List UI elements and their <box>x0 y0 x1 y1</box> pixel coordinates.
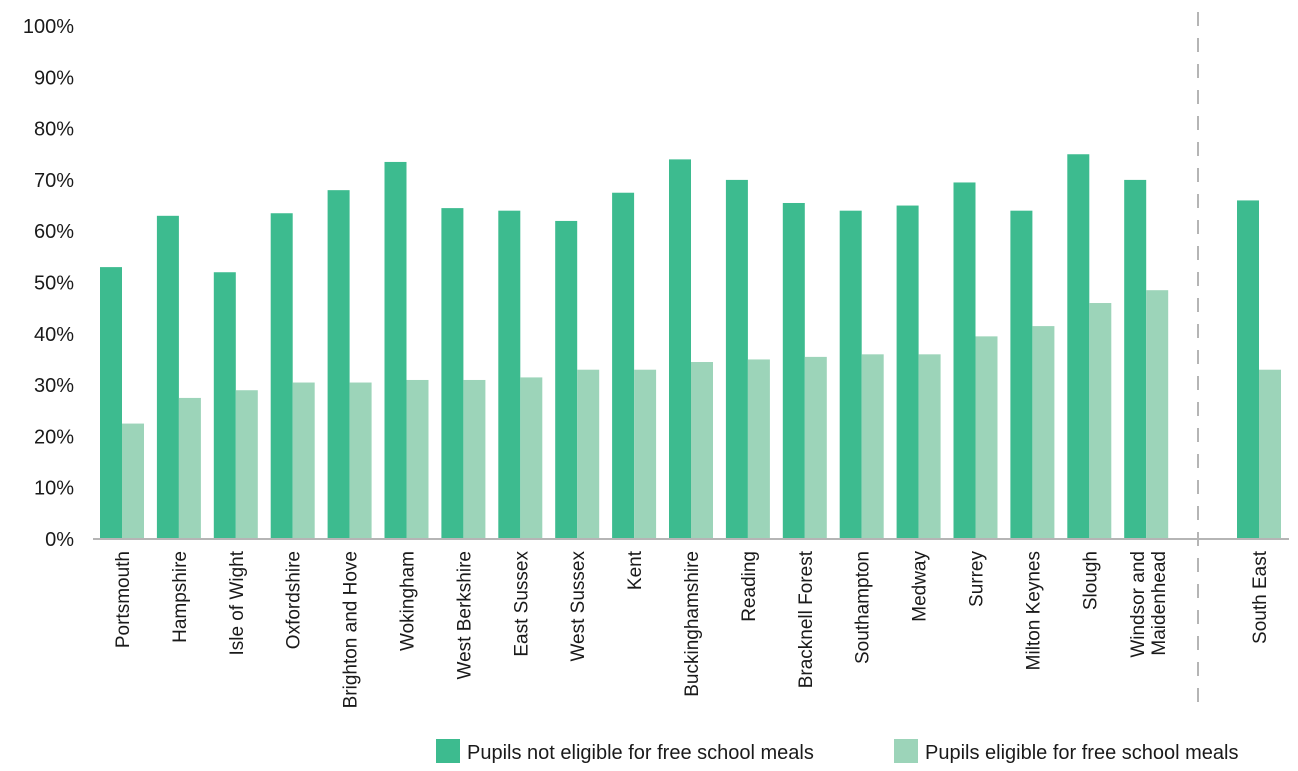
y-tick-label: 70% <box>34 170 74 192</box>
bar-eligible-hampshire <box>178 397 201 539</box>
bar-not-eligible-south-east <box>1237 200 1259 540</box>
bar-not-eligible-west-berkshire <box>441 208 464 540</box>
x-tick-label-east-sussex: East Sussex <box>511 551 532 657</box>
bar-not-eligible-surrey <box>953 182 976 539</box>
bar-eligible-south-east <box>1259 369 1281 539</box>
bar-eligible-medway <box>918 354 941 539</box>
legend-swatch-not-eligible <box>436 739 460 763</box>
bar-eligible-slough <box>1089 303 1112 539</box>
bar-not-eligible-oxfordshire <box>270 213 293 539</box>
x-tick-label-buckinghamshire: Buckinghamshire <box>682 551 703 697</box>
bar-not-eligible-west-sussex <box>555 220 578 539</box>
y-tick-label: 10% <box>34 478 74 500</box>
x-tick-label-surrey: Surrey <box>967 551 988 607</box>
bar-not-eligible-windsor-and-maidenhead <box>1124 179 1147 539</box>
legend: Pupils not eligible for free school meal… <box>436 739 1239 764</box>
bar-not-eligible-brighton-and-hove <box>327 190 350 539</box>
y-tick-label: 90% <box>34 67 74 89</box>
y-tick-label: 0% <box>45 529 74 551</box>
y-tick-label: 20% <box>34 426 74 448</box>
y-tick-label: 30% <box>34 375 74 397</box>
x-tick-label-hampshire: Hampshire <box>170 551 191 643</box>
x-axis: Portsmouth Hampshire Isle of Wight Oxfordsh… <box>93 12 1289 708</box>
bar-eligible-oxfordshire <box>292 382 315 539</box>
bar-not-eligible-isle-of-wight <box>213 272 236 539</box>
x-tick-label-southampton: Southampton <box>853 551 874 664</box>
bar-eligible-isle-of-wight <box>235 390 258 539</box>
bar-not-eligible-east-sussex <box>498 210 521 539</box>
bar-eligible-wokingham <box>406 379 429 539</box>
bars <box>100 154 1281 540</box>
bar-not-eligible-portsmouth <box>100 267 122 539</box>
y-tick-label: 100% <box>23 16 74 38</box>
x-tick-label-isle-of-wight: Isle of Wight <box>227 550 248 655</box>
bar-eligible-west-berkshire <box>463 379 486 539</box>
bar-eligible-portsmouth <box>122 423 144 539</box>
bar-eligible-east-sussex <box>520 377 543 539</box>
x-tick-label-west-berkshire: West Berkshire <box>454 551 475 679</box>
bar-not-eligible-bracknell-forest <box>782 202 805 540</box>
x-tick-label-medway: Medway <box>910 551 931 622</box>
bar-not-eligible-reading <box>725 179 748 539</box>
bar-eligible-windsor-and-maidenhead <box>1146 290 1169 539</box>
x-tick-label-brighton-and-hove: Brighton and Hove <box>341 551 362 708</box>
y-tick-label: 80% <box>34 119 74 141</box>
bar-eligible-kent <box>634 369 657 539</box>
x-tick-label-portsmouth: Portsmouth <box>113 551 134 648</box>
bar-eligible-buckinghamshire <box>691 362 713 539</box>
x-tick-label-kent: Kent <box>625 550 646 590</box>
bar-not-eligible-southampton <box>839 210 862 539</box>
x-tick-label-west-sussex: West Sussex <box>568 551 589 662</box>
y-axis: 0% 10% 20% 30% 40% 50% 60% 70% 80% 90% 100% <box>23 16 74 551</box>
bar-eligible-milton-keynes <box>1032 326 1055 539</box>
y-tick-label: 60% <box>34 221 74 243</box>
x-tick-label-windsor-and-maidenhead: Windsor andMaidenhead <box>1128 551 1170 658</box>
legend-label-eligible: Pupils eligible for free school meals <box>925 742 1239 764</box>
bar-eligible-southampton <box>861 354 884 539</box>
bar-not-eligible-medway <box>896 205 919 540</box>
y-tick-label: 50% <box>34 273 74 295</box>
x-tick-label-reading: Reading <box>739 551 760 622</box>
bar-eligible-surrey <box>975 336 998 539</box>
bar-eligible-bracknell-forest <box>804 356 827 539</box>
y-tick-label: 40% <box>34 324 74 346</box>
x-tick-label-milton-keynes: Milton Keynes <box>1023 551 1044 670</box>
bar-eligible-reading <box>747 359 770 539</box>
bar-eligible-brighton-and-hove <box>349 382 372 539</box>
bar-not-eligible-milton-keynes <box>1010 210 1033 539</box>
bar-not-eligible-hampshire <box>156 215 179 539</box>
x-tick-label-south-east: South East <box>1250 550 1271 644</box>
bar-not-eligible-kent <box>612 192 635 539</box>
x-tick-label-slough: Slough <box>1080 551 1101 610</box>
x-tick-label-oxfordshire: Oxfordshire <box>284 551 305 649</box>
x-tick-label-bracknell-forest: Bracknell Forest <box>796 550 817 688</box>
x-tick-label-wokingham: Wokingham <box>398 551 419 651</box>
bar-eligible-west-sussex <box>577 369 600 539</box>
bar-not-eligible-wokingham <box>384 161 407 539</box>
legend-swatch-eligible <box>894 739 918 763</box>
bar-not-eligible-slough <box>1067 154 1090 539</box>
legend-label-not-eligible: Pupils not eligible for free school meal… <box>467 742 814 764</box>
bar-not-eligible-buckinghamshire <box>669 159 691 539</box>
